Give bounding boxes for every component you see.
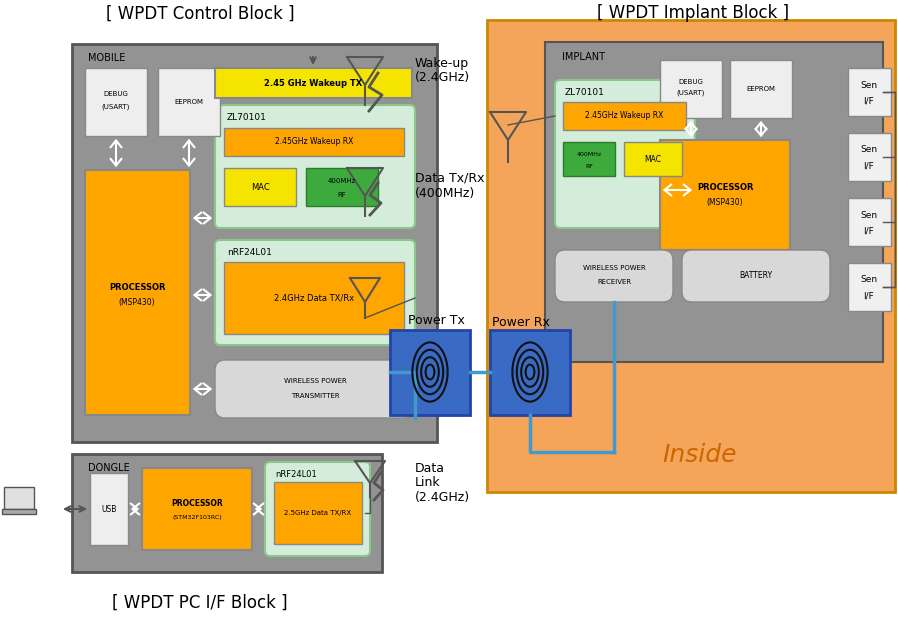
Text: I/F: I/F xyxy=(864,226,875,236)
FancyBboxPatch shape xyxy=(215,240,415,345)
Text: MOBILE: MOBILE xyxy=(88,53,126,63)
Text: IMPLANT: IMPLANT xyxy=(562,52,605,62)
Text: Power Tx: Power Tx xyxy=(408,314,465,327)
Text: [ WPDT Control Block ]: [ WPDT Control Block ] xyxy=(106,5,295,23)
FancyBboxPatch shape xyxy=(487,20,895,492)
Text: nRF24L01: nRF24L01 xyxy=(275,470,317,479)
Text: I/F: I/F xyxy=(864,97,875,105)
FancyBboxPatch shape xyxy=(624,142,682,176)
FancyBboxPatch shape xyxy=(90,473,128,545)
Text: ZL70101: ZL70101 xyxy=(227,113,267,122)
Text: Link: Link xyxy=(415,477,441,490)
FancyBboxPatch shape xyxy=(848,68,891,116)
FancyBboxPatch shape xyxy=(660,60,722,118)
FancyBboxPatch shape xyxy=(848,263,891,311)
FancyBboxPatch shape xyxy=(848,133,891,181)
Text: MAC: MAC xyxy=(645,154,662,164)
Text: DEBUG: DEBUG xyxy=(679,79,703,85)
Text: (MSP430): (MSP430) xyxy=(707,199,744,208)
FancyBboxPatch shape xyxy=(660,140,790,250)
Text: EEPROM: EEPROM xyxy=(746,86,776,92)
FancyBboxPatch shape xyxy=(682,250,830,302)
FancyBboxPatch shape xyxy=(563,102,686,130)
Text: 2.45GHz Wakeup RX: 2.45GHz Wakeup RX xyxy=(585,112,664,120)
Text: Power Rx: Power Rx xyxy=(492,315,550,329)
FancyBboxPatch shape xyxy=(224,262,404,334)
Text: (400MHz): (400MHz) xyxy=(415,186,475,199)
FancyBboxPatch shape xyxy=(142,468,252,550)
Text: BATTERY: BATTERY xyxy=(739,271,772,280)
Text: Sen: Sen xyxy=(860,211,877,219)
Text: DEBUG: DEBUG xyxy=(103,91,128,97)
Text: PROCESSOR: PROCESSOR xyxy=(697,184,753,192)
Text: PROCESSOR: PROCESSOR xyxy=(109,283,165,293)
Text: [ WPDT PC I/F Block ]: [ WPDT PC I/F Block ] xyxy=(112,594,288,612)
Text: 2.45GHz Wakeup RX: 2.45GHz Wakeup RX xyxy=(275,137,353,147)
Text: PROCESSOR: PROCESSOR xyxy=(172,498,223,507)
Text: (2.4GHz): (2.4GHz) xyxy=(415,492,471,505)
Text: nRF24L01: nRF24L01 xyxy=(227,248,272,257)
FancyBboxPatch shape xyxy=(4,487,34,509)
FancyBboxPatch shape xyxy=(215,68,412,98)
Text: (STM32F103RC): (STM32F103RC) xyxy=(172,515,222,520)
Text: (USART): (USART) xyxy=(677,90,705,97)
Text: USB: USB xyxy=(101,505,117,514)
Text: 2.5GHz Data TX/RX: 2.5GHz Data TX/RX xyxy=(285,510,351,516)
Text: ZL70101: ZL70101 xyxy=(565,88,605,97)
FancyBboxPatch shape xyxy=(215,105,415,228)
FancyBboxPatch shape xyxy=(215,360,415,418)
FancyBboxPatch shape xyxy=(72,44,437,442)
FancyBboxPatch shape xyxy=(730,60,792,118)
FancyBboxPatch shape xyxy=(848,198,891,246)
FancyBboxPatch shape xyxy=(85,170,190,415)
Text: RF: RF xyxy=(338,192,347,198)
Text: Data Tx/Rx: Data Tx/Rx xyxy=(415,172,485,184)
Text: DONGLE: DONGLE xyxy=(88,463,129,473)
FancyBboxPatch shape xyxy=(2,509,36,514)
Text: (2.4GHz): (2.4GHz) xyxy=(415,71,471,85)
Text: (MSP430): (MSP430) xyxy=(119,298,155,307)
FancyBboxPatch shape xyxy=(265,462,370,556)
FancyBboxPatch shape xyxy=(158,68,220,136)
Text: I/F: I/F xyxy=(864,162,875,171)
Text: EEPROM: EEPROM xyxy=(174,99,204,105)
FancyBboxPatch shape xyxy=(545,42,883,362)
Text: Inside: Inside xyxy=(663,443,737,467)
FancyBboxPatch shape xyxy=(563,142,615,176)
Text: MAC: MAC xyxy=(251,182,269,191)
Text: Wake-up: Wake-up xyxy=(415,56,469,70)
Text: 2.45 GHz Wakeup TX: 2.45 GHz Wakeup TX xyxy=(264,78,362,88)
FancyBboxPatch shape xyxy=(555,250,673,302)
Text: I/F: I/F xyxy=(864,292,875,300)
Text: (USART): (USART) xyxy=(101,103,130,110)
Text: Sen: Sen xyxy=(860,145,877,154)
FancyBboxPatch shape xyxy=(390,330,470,415)
Text: RF: RF xyxy=(585,164,593,169)
Text: Data: Data xyxy=(415,461,445,475)
Text: 2.4GHz Data TX/Rx: 2.4GHz Data TX/Rx xyxy=(274,293,354,302)
Text: [ WPDT Implant Block ]: [ WPDT Implant Block ] xyxy=(597,4,789,22)
Text: WIRELESS POWER: WIRELESS POWER xyxy=(583,265,646,271)
Text: TRANSMITTER: TRANSMITTER xyxy=(291,393,339,399)
FancyBboxPatch shape xyxy=(224,128,404,156)
Text: 400MHz: 400MHz xyxy=(328,178,357,184)
FancyBboxPatch shape xyxy=(72,454,382,572)
Text: Sen: Sen xyxy=(860,80,877,90)
FancyBboxPatch shape xyxy=(555,80,695,228)
Text: 400MHz: 400MHz xyxy=(577,152,602,157)
Text: RECEIVER: RECEIVER xyxy=(597,279,631,285)
Text: WIRELESS POWER: WIRELESS POWER xyxy=(284,378,347,384)
FancyBboxPatch shape xyxy=(306,168,378,206)
Text: Sen: Sen xyxy=(860,275,877,285)
FancyBboxPatch shape xyxy=(85,68,147,136)
FancyBboxPatch shape xyxy=(224,168,296,206)
FancyBboxPatch shape xyxy=(490,330,570,415)
FancyBboxPatch shape xyxy=(274,482,362,544)
